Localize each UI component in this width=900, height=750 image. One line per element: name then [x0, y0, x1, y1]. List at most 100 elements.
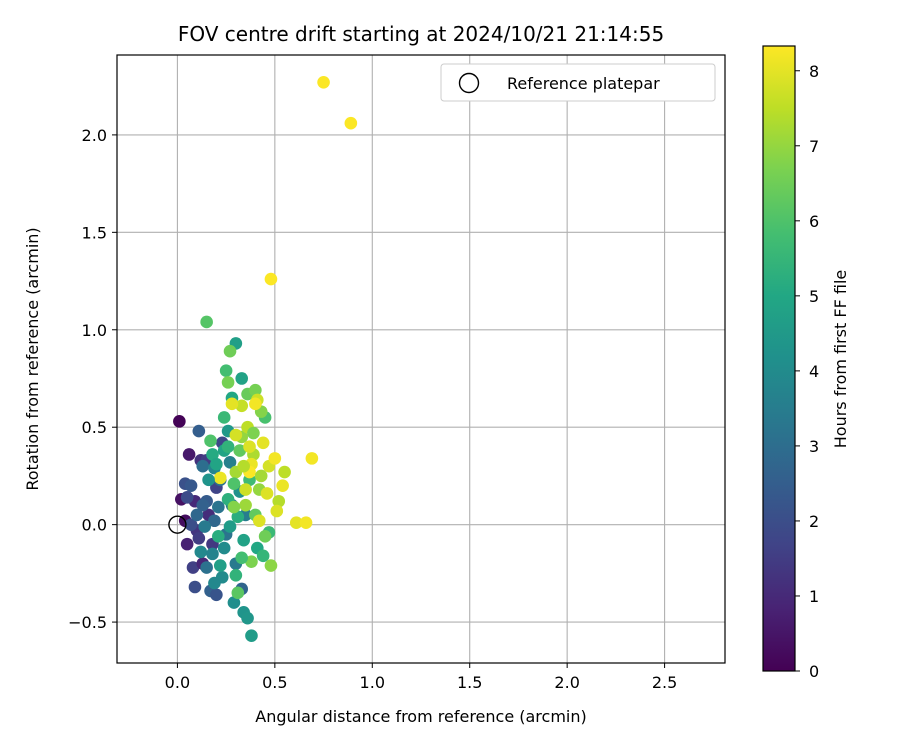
data-point	[272, 494, 286, 508]
data-point	[227, 596, 241, 609]
data-point	[231, 586, 245, 600]
data-point	[317, 75, 330, 89]
data-point	[235, 399, 249, 413]
data-point	[231, 510, 245, 524]
plot-frame	[116, 54, 726, 664]
data-point	[210, 588, 223, 602]
x-tick-label: 1.5	[457, 673, 482, 692]
legend-label: Reference platepar	[507, 74, 660, 93]
colorbar-tick-label: 0	[809, 662, 819, 681]
legend-marker-icon	[458, 72, 480, 94]
data-point	[254, 469, 268, 483]
data-point	[225, 397, 239, 411]
colorbar-tick-label: 5	[809, 287, 819, 306]
data-point	[208, 576, 221, 590]
data-point	[184, 479, 198, 492]
reference-platepar-marker	[168, 515, 187, 534]
data-point	[186, 561, 200, 574]
data-point	[252, 514, 266, 528]
data-point	[221, 376, 235, 389]
x-tick-label: 2.5	[652, 673, 677, 692]
data-point	[258, 530, 272, 543]
data-point	[173, 415, 186, 428]
data-point	[264, 559, 278, 572]
y-tick-label: 1.5	[82, 223, 107, 242]
data-point	[278, 465, 291, 479]
data-point	[206, 547, 219, 561]
data-point	[256, 549, 270, 563]
colorbar-tick-label: 3	[809, 437, 819, 456]
colorbar-tick-label: 8	[809, 62, 819, 81]
y-tick-label: −0.5	[68, 613, 107, 632]
y-tick-label: 1.0	[82, 321, 107, 340]
data-point	[180, 491, 194, 504]
data-point	[237, 533, 250, 547]
data-point	[344, 116, 358, 130]
x-tick-label: 0.5	[262, 673, 287, 692]
data-point	[206, 448, 219, 461]
data-point	[223, 455, 237, 469]
x-tick-label: 1.0	[360, 673, 385, 692]
data-point	[289, 516, 303, 529]
data-point	[239, 498, 252, 512]
data-point	[237, 459, 250, 473]
colorbar-tick-label: 6	[809, 212, 819, 231]
data-point	[184, 518, 198, 531]
chart-title: FOV centre drift starting at 2024/10/21 …	[178, 22, 664, 46]
data-point	[213, 471, 227, 485]
data-point	[245, 629, 258, 643]
data-point	[235, 372, 249, 385]
data-point	[188, 580, 202, 594]
data-point	[229, 428, 243, 442]
x-axis-ticks: 0.0 0.5 1.0 1.5 2.0 2.5	[165, 663, 677, 692]
data-point	[210, 457, 223, 471]
data-point	[219, 364, 233, 377]
data-point	[208, 514, 221, 528]
data-point	[276, 479, 289, 492]
colorbar-tick-label: 7	[809, 137, 819, 156]
data-point	[268, 452, 282, 465]
data-point	[270, 504, 284, 518]
data-point	[194, 545, 208, 559]
data-point	[196, 459, 210, 473]
x-axis-label: Angular distance from reference (arcmin)	[255, 707, 586, 726]
data-point	[204, 434, 217, 448]
data-point	[190, 508, 204, 522]
data-point	[217, 411, 231, 424]
data-point	[233, 444, 247, 457]
colorbar-tick-label: 4	[809, 362, 819, 381]
data-point	[213, 559, 227, 572]
data-point	[235, 551, 249, 565]
y-tick-label: 2.0	[82, 126, 107, 145]
data-point	[241, 611, 254, 625]
legend-box	[440, 63, 716, 102]
data-point	[198, 520, 211, 533]
y-axis-label: Rotation from reference (arcmin)	[23, 227, 42, 490]
data-point	[239, 483, 252, 496]
data-point	[212, 530, 225, 543]
colorbar-tick-label: 1	[809, 587, 819, 606]
legend: Reference platepar	[440, 63, 716, 102]
y-tick-label: 0.5	[82, 418, 107, 437]
data-point	[192, 531, 206, 545]
data-point	[192, 424, 206, 438]
y-axis-ticks: −0.5 0.0 0.5 1.0 1.5 2.0	[68, 126, 117, 632]
data-point	[227, 500, 241, 514]
data-point	[196, 498, 210, 512]
data-point	[245, 555, 258, 568]
data-point	[243, 440, 256, 453]
data-point	[217, 541, 231, 555]
data-point	[202, 473, 215, 487]
data-point	[227, 477, 241, 491]
x-tick-label: 2.0	[554, 673, 579, 692]
data-point	[223, 520, 237, 533]
data-point	[200, 315, 213, 329]
data-point	[299, 516, 313, 529]
x-tick-label: 0.0	[165, 673, 190, 692]
data-point	[212, 500, 225, 514]
data-point	[200, 561, 213, 574]
data-point	[249, 397, 262, 411]
data-point	[249, 383, 262, 397]
